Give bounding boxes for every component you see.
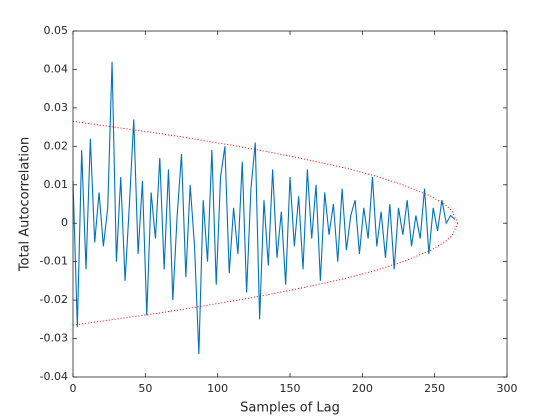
y-tick-label: 0.03 (44, 101, 69, 114)
x-tick-label: 250 (424, 382, 445, 395)
y-axis-label: Total Autocorrelation (18, 137, 33, 272)
data-line (72, 120, 459, 224)
y-tick-label: 0.01 (44, 178, 69, 191)
x-tick-label: 300 (497, 382, 518, 395)
y-tick-label: 0.05 (44, 24, 69, 37)
y-tick-label: 0 (61, 216, 68, 229)
y-tick-label: -0.02 (40, 293, 68, 306)
y-tick-label: -0.03 (40, 332, 68, 345)
x-tick-label: 100 (207, 382, 228, 395)
y-tick-label: 0.02 (44, 139, 69, 152)
x-tick-label: 50 (138, 382, 152, 395)
y-tick-label: -0.04 (40, 370, 68, 383)
y-tick-label: 0.04 (44, 62, 69, 75)
data-line (72, 61, 456, 354)
x-tick-label: 0 (70, 382, 77, 395)
data-line (72, 223, 459, 326)
plot-area (73, 31, 507, 377)
x-tick-label: 200 (352, 382, 373, 395)
y-tick-label: -0.01 (40, 255, 68, 268)
x-axis-label: Samples of Lag (240, 401, 340, 416)
x-tick-label: 150 (280, 382, 301, 395)
